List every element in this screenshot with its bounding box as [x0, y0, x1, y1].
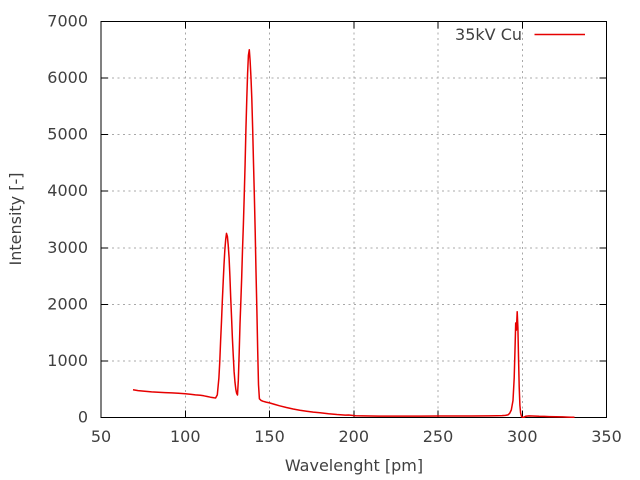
grid-lines	[101, 21, 607, 418]
y-tick-label: 0	[78, 408, 88, 427]
y-tick-label: 1000	[47, 351, 88, 370]
x-tick-label: 300	[507, 427, 538, 446]
y-tick-label: 7000	[47, 12, 88, 31]
y-tick-labels: 0 1000 2000 3000 4000 5000 6000 7000	[47, 12, 88, 427]
y-axis-title: Intensity [-]	[6, 173, 25, 266]
tick-marks	[100, 21, 607, 418]
series-line	[132, 49, 575, 419]
x-tick-label: 50	[91, 427, 111, 446]
x-axis-title: Wavelenght [pm]	[285, 456, 423, 475]
x-tick-label: 350	[591, 427, 622, 446]
y-tick-label: 4000	[47, 181, 88, 200]
x-tick-label: 100	[170, 427, 201, 446]
y-tick-label: 2000	[47, 294, 88, 313]
y-tick-label: 3000	[47, 238, 88, 257]
legend: 35kV Cu	[455, 25, 585, 44]
legend-label: 35kV Cu	[455, 25, 522, 44]
x-tick-labels: 50 100 150 200 250 300 350	[91, 427, 622, 446]
y-tick-label: 5000	[47, 125, 88, 144]
x-tick-label: 200	[338, 427, 369, 446]
series-line-group	[132, 49, 575, 419]
x-tick-label: 250	[423, 427, 454, 446]
y-tick-label: 6000	[47, 68, 88, 87]
x-tick-label: 150	[254, 427, 285, 446]
